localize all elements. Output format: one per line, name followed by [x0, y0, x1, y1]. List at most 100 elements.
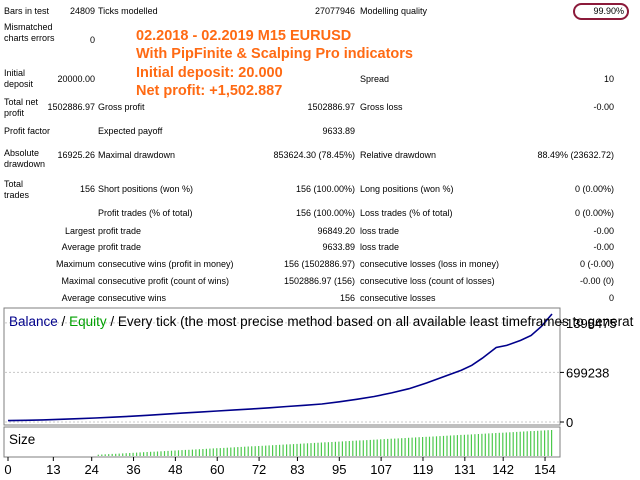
x-tick-label: 60	[210, 462, 224, 477]
size-bar	[163, 451, 166, 456]
legend-equity: Equity	[69, 314, 107, 329]
maximal-label: Maximal	[61, 276, 95, 286]
size-panel	[3, 426, 561, 458]
size-bar	[491, 433, 493, 456]
maximal-consec-profit-label: consecutive profit (count of wins)	[98, 276, 230, 286]
size-bar	[205, 448, 207, 456]
size-bar	[247, 446, 249, 456]
legend-separator: /	[58, 314, 69, 329]
largest-profit-label: profit trade	[98, 226, 142, 236]
size-bar	[432, 436, 434, 456]
size-bar	[327, 442, 329, 456]
spread-value: 10	[603, 74, 614, 84]
size-bar	[397, 438, 399, 456]
size-bar	[530, 431, 532, 456]
size-bar	[122, 453, 124, 456]
x-tick-label: 13	[46, 462, 60, 477]
size-bar	[425, 436, 427, 456]
size-bar	[296, 443, 298, 456]
size-bar	[401, 438, 403, 456]
size-bar	[498, 432, 500, 456]
avg-consec-wins-value: 156	[339, 293, 355, 303]
balance-series-line	[7, 313, 553, 422]
size-bar	[223, 447, 225, 456]
profit-factor-label: Profit factor	[4, 126, 51, 136]
absolute-drawdown-label: Absolute drawdown	[4, 148, 46, 169]
total-trades-value: 156	[79, 184, 95, 194]
size-bars	[97, 430, 553, 457]
size-bar	[516, 431, 518, 456]
size-bar	[488, 433, 490, 456]
overlay-indicators-line: With PipFinite & Scalping Pro indicators	[136, 46, 414, 63]
spread-label: Spread	[360, 74, 390, 84]
mismatched-value: 0	[89, 35, 95, 45]
size-bar	[519, 431, 521, 456]
x-tick-label: 142	[492, 462, 514, 477]
size-bar	[289, 444, 291, 456]
size-bar	[484, 433, 486, 456]
largest-label: Largest	[64, 226, 95, 236]
avg-consec-losses-value: 0	[608, 293, 614, 303]
size-bar	[352, 440, 354, 456]
mismatched-label: Mismatched charts errors	[4, 22, 55, 43]
size-bar	[369, 439, 371, 456]
size-bar	[216, 448, 218, 456]
size-bar	[338, 441, 340, 456]
size-bar	[526, 431, 528, 456]
size-bar	[209, 448, 211, 456]
size-bar	[177, 450, 180, 456]
total-trades-label: Total trades	[4, 179, 30, 200]
maximal-consec-loss-value: -0.00 (0)	[579, 276, 614, 286]
maximum-label: Maximum	[55, 259, 95, 269]
size-bar	[244, 446, 246, 456]
overlay-annotation: 02.2018 - 02.2019 M15 EURUSD With PipFin…	[136, 27, 413, 101]
size-bar	[150, 451, 152, 456]
size-bar	[303, 443, 305, 456]
expected-payoff-label: Expected payoff	[98, 126, 163, 136]
legend-model-description: / Every tick (the most precise method ba…	[107, 314, 634, 329]
size-bar	[240, 446, 242, 456]
chart-legend: Balance / Equity / Every tick (the most …	[9, 314, 634, 329]
gross-loss-value: -0.00	[593, 102, 614, 112]
size-bar	[237, 447, 239, 456]
size-bar	[230, 447, 232, 456]
max-consec-wins-label: consecutive wins (profit in money)	[98, 259, 234, 269]
x-tick-label: 36	[126, 462, 140, 477]
profit-trades-value: 156 (100.00%)	[295, 208, 355, 218]
average-profit-value: 9633.89	[322, 242, 355, 252]
size-bar	[512, 432, 514, 456]
size-bar	[540, 430, 542, 456]
maximal-consec-loss-label: consecutive loss (count of losses)	[360, 276, 495, 286]
short-positions-value: 156 (100.00%)	[295, 184, 355, 194]
size-bar	[505, 432, 507, 456]
max-consec-wins-value: 156 (1502886.97)	[283, 259, 355, 269]
x-tick-label: 95	[332, 462, 346, 477]
size-bar	[422, 437, 424, 456]
loss-trades-value: 0 (0.00%)	[574, 208, 614, 218]
size-bar	[306, 443, 309, 456]
size-bar	[348, 441, 350, 456]
size-bar	[313, 442, 316, 456]
total-net-profit-value: 1502886.97	[47, 102, 95, 112]
size-bar	[453, 435, 455, 456]
size-bar	[359, 440, 361, 456]
short-positions-label: Short positions (won %)	[98, 184, 194, 194]
size-bar	[265, 445, 267, 456]
balance-chart: Balance / Equity / Every tick (the most …	[3, 307, 634, 477]
size-bar	[456, 435, 458, 456]
size-bar	[268, 445, 270, 456]
avg-consec-wins-label: consecutive wins	[98, 293, 167, 303]
size-bar	[442, 435, 445, 456]
maximal-drawdown-label: Maximal drawdown	[98, 150, 176, 160]
x-tick-label: 131	[454, 462, 476, 477]
size-bar	[212, 448, 214, 456]
size-bar	[446, 435, 448, 456]
y-axis-ticks: 1398475 699238 0	[560, 316, 617, 430]
size-bar	[334, 441, 336, 456]
maximal-drawdown-value: 853624.30 (78.45%)	[273, 150, 355, 160]
ticks-modelled-value: 27077946	[314, 6, 355, 16]
size-bar	[408, 437, 410, 456]
size-bar	[341, 441, 343, 456]
grid-layer	[5, 322, 559, 423]
size-bar	[125, 453, 127, 456]
